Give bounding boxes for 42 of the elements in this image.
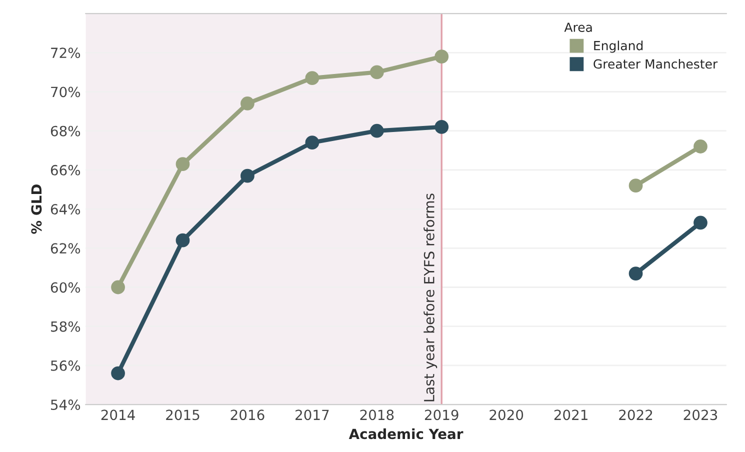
- legend-label: Greater Manchester: [594, 59, 718, 69]
- x-tick-label: 2015: [166, 410, 200, 420]
- x-tick-label: 2020: [490, 410, 524, 420]
- point: [628, 178, 643, 193]
- y-tick-label: 68%: [50, 126, 80, 136]
- point: [240, 168, 254, 183]
- x-tick-label: 2019: [424, 410, 458, 420]
- y-tick-label: 66%: [50, 164, 80, 176]
- point: [176, 233, 190, 248]
- y-tick-label: 58%: [51, 321, 80, 332]
- point: [305, 71, 320, 86]
- x-tick-label: 2016: [230, 410, 264, 420]
- point: [628, 266, 643, 281]
- point: [434, 50, 449, 64]
- point: [111, 280, 125, 294]
- legend-label: England: [594, 40, 643, 53]
- x-tick-label: 2021: [554, 410, 588, 420]
- y-tick-label: 64%: [50, 204, 80, 215]
- ref-line-label: Last year before EYFS reforms: [424, 194, 438, 402]
- point: [305, 136, 320, 150]
- point: [111, 366, 125, 380]
- point: [434, 120, 449, 134]
- y-tick-label: 72%: [51, 48, 80, 58]
- y-tick-label: 62%: [50, 243, 80, 254]
- point: [370, 124, 384, 138]
- point: [176, 157, 190, 172]
- y-tick-label: 54%: [51, 400, 80, 410]
- x-tick-label: 2017: [296, 410, 329, 420]
- x-tick-label: 2023: [684, 410, 718, 420]
- point: [694, 140, 708, 154]
- point: [370, 65, 384, 80]
- y-tick-label: 56%: [51, 360, 80, 371]
- point: [240, 96, 254, 110]
- legend-title: Area: [564, 22, 592, 32]
- x-tick-label: 2018: [360, 410, 394, 420]
- x-axis-title: Academic Year: [348, 428, 464, 440]
- y-tick-label: 70%: [51, 86, 80, 98]
- x-tick-label: 2022: [619, 410, 652, 420]
- y-axis-title: % GLD: [31, 184, 42, 234]
- x-tick-label: 2014: [101, 410, 135, 420]
- point: [694, 216, 708, 230]
- y-tick-label: 60%: [50, 282, 80, 293]
